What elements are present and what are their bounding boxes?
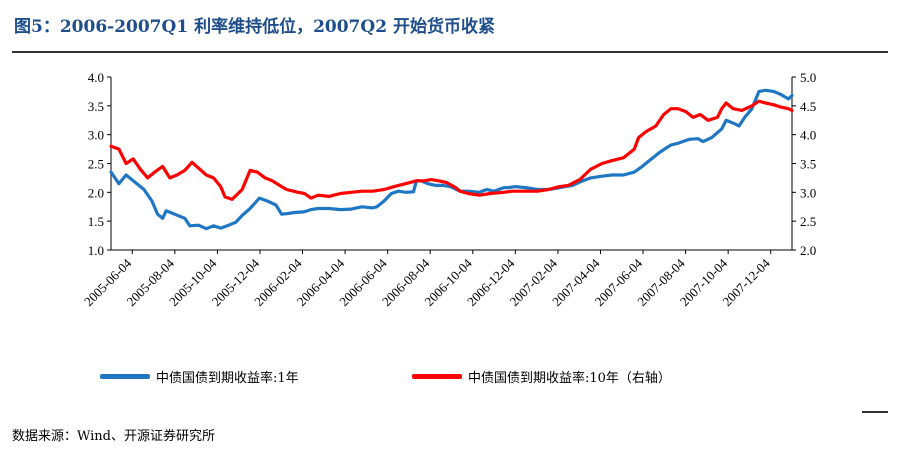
y-right-tick-label: 2.5 — [800, 214, 816, 229]
legend-swatch-blue — [100, 374, 150, 379]
y-right-tick-label: 3.5 — [800, 157, 816, 172]
legend-item-10y: 中债国债到期收益率:10年（右轴） — [412, 367, 671, 386]
chart-series — [109, 88, 794, 231]
y-left-tick-label: 2.5 — [88, 157, 104, 172]
y-left-tick-label: 1.0 — [88, 243, 104, 258]
corner-divider — [862, 411, 888, 413]
y-right-tick-label: 5.0 — [800, 70, 816, 85]
y-left-tick-label: 1.5 — [88, 214, 104, 229]
series-line-1y — [109, 88, 794, 231]
series-line-10y — [109, 99, 794, 201]
y-right-tick-label: 3.0 — [800, 185, 816, 200]
y-left-tick-label: 2.0 — [88, 185, 104, 200]
chart-axes: 1.0 1.5 2.0 2.5 3.0 3.5 4.0 2.0 2.5 3.0 3.5 4.0 4.5 5… — [81, 70, 816, 309]
title-divider — [12, 51, 888, 53]
legend-swatch-red — [412, 374, 462, 379]
legend-label-10y: 中债国债到期收益率:10年（右轴） — [468, 371, 671, 386]
y-left-tick-label: 3.0 — [88, 128, 104, 143]
y-right-tick-label: 4.0 — [800, 128, 816, 143]
legend-label-1y: 中债国债到期收益率:1年 — [156, 371, 299, 386]
source-note: 数据来源：Wind、开源证券研究所 — [12, 429, 215, 444]
x-tick-label: 2007-12-04 — [719, 255, 773, 309]
y-right-tick-label: 4.5 — [800, 99, 816, 114]
y-left-tick-label: 4.0 — [88, 70, 104, 85]
chart-title: 图5：2006-2007Q1 利率维持低位，2007Q2 开始货币收紧 — [14, 17, 495, 37]
y-right-tick-label: 2.0 — [800, 243, 816, 258]
legend-item-1y: 中债国债到期收益率:1年 — [100, 367, 299, 386]
y-left-tick-label: 3.5 — [88, 99, 104, 114]
